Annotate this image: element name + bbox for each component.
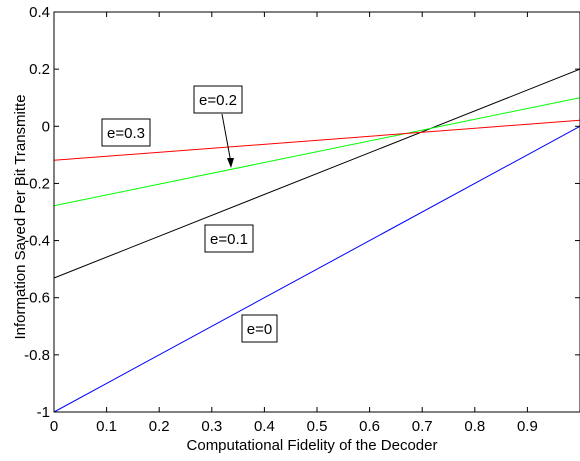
series-line-e-0-1 [53, 68, 580, 279]
series-line-e-0 [53, 125, 580, 413]
y-tick-label: 0.2 [29, 61, 50, 78]
annotation-e-0: e=0 [241, 314, 278, 343]
series-layer [53, 68, 580, 413]
annotation-arrow [221, 113, 234, 168]
x-tick-label: 0 [50, 418, 58, 435]
y-tick-label: -0.2 [24, 175, 50, 192]
x-tick-label: 0.3 [201, 418, 222, 435]
annotation-box [241, 314, 278, 343]
series-line-e-0-3 [53, 119, 580, 161]
x-tick-label: 0.9 [517, 418, 538, 435]
x-axis-label: Computational Fidelity of the Decoder [187, 437, 438, 454]
y-axis-label: Information Saved Per Bit Transmitte [12, 94, 29, 339]
x-tick-label: 0.1 [96, 418, 117, 435]
x-tick-label: 0.2 [149, 418, 170, 435]
annotation-text: e=0.3 [107, 125, 145, 142]
x-tick-label: 0.6 [359, 418, 380, 435]
annotation-text: e=0 [247, 321, 272, 338]
series-line-e-0-2 [53, 97, 580, 207]
annotation-box [101, 118, 151, 147]
annotation-text: e=0.1 [210, 231, 248, 248]
annotations-layer: e=0.3 e=0.2 e=0.1 e=0 [101, 85, 278, 343]
x-tick-label: 0.7 [412, 418, 433, 435]
x-tick-label: 0.5 [307, 418, 328, 435]
annotation-text: e=0.2 [199, 92, 237, 109]
arrow-shaft [221, 113, 232, 164]
arrow-head [227, 158, 234, 168]
ticks-layer: 0 0.1 0.2 0.3 0.4 0.5 0.6 0.7 0.8 0.9 -1 -0.8 -0.6 -0… [24, 4, 580, 435]
y-tick-label: 0.4 [29, 4, 50, 21]
annotation-box [204, 224, 254, 253]
y-tick-label: -0.6 [24, 290, 50, 307]
annotation-e-0-1: e=0.1 [204, 224, 254, 253]
y-tick-label: -1 [37, 404, 50, 421]
y-tick-label: -0.4 [24, 233, 50, 250]
y-tick-label: -0.8 [24, 347, 50, 364]
plot-frame [53, 11, 580, 413]
annotation-box [193, 85, 243, 114]
annotation-e-0-3: e=0.3 [101, 118, 151, 147]
annotation-e-0-2: e=0.2 [193, 85, 243, 114]
y-tick-label: 0 [42, 118, 50, 135]
x-tick-label: 0.4 [254, 418, 275, 435]
x-tick-label: 0.8 [464, 418, 485, 435]
